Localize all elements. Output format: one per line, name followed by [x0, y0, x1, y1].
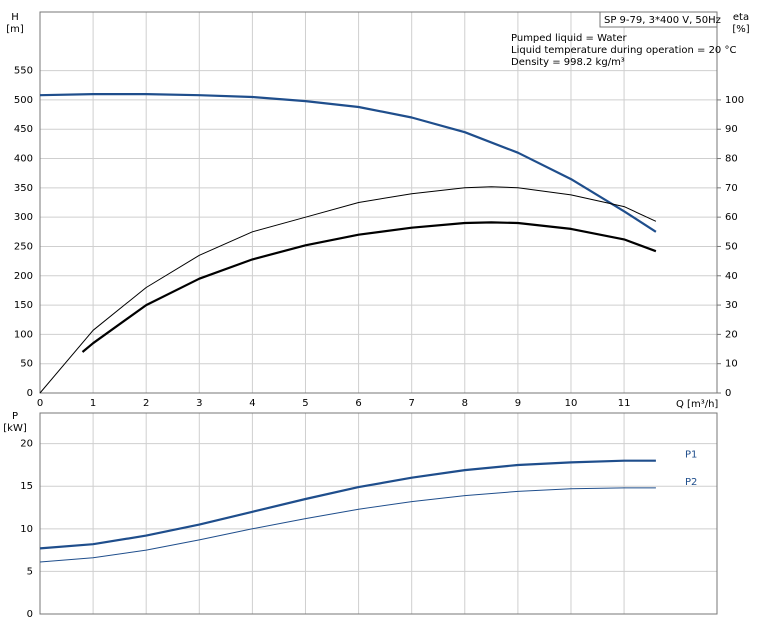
- y2-tick-label: 30: [725, 300, 738, 311]
- y2-tick-label: 60: [725, 212, 738, 223]
- x-tick-label: 11: [618, 398, 631, 409]
- x-tick-label: 0: [37, 398, 43, 409]
- curve: [39, 459, 656, 550]
- x-tick-label: 7: [408, 398, 414, 409]
- y-tick-label: 550: [14, 66, 33, 77]
- x-label: Q [m³/h]: [676, 399, 718, 410]
- y-label: P: [12, 411, 18, 422]
- y2-tick-label: 70: [725, 183, 738, 194]
- curve: [81, 221, 657, 353]
- y2-label: eta: [733, 12, 749, 23]
- y2-tick-label: 50: [725, 241, 738, 252]
- x-tick-label: 8: [462, 398, 468, 409]
- y2-tick-label: 10: [725, 359, 738, 370]
- y-tick-label: 450: [14, 124, 33, 135]
- y2-tick-label: 0: [725, 388, 731, 399]
- x-tick-label: 3: [196, 398, 202, 409]
- y-unit: [kW]: [3, 423, 27, 434]
- annotation: Density = 998.2 kg/m³: [511, 57, 625, 68]
- x-tick-label: 1: [90, 398, 96, 409]
- y-tick-label: 400: [14, 154, 33, 165]
- x-tick-label: 9: [515, 398, 521, 409]
- y-tick-label: 350: [14, 183, 33, 194]
- y-tick-label: 500: [14, 95, 33, 106]
- legend-label: P2: [685, 477, 697, 488]
- legend-label: P1: [685, 450, 697, 461]
- bottom-frame: [39, 412, 718, 615]
- curve: [39, 93, 657, 233]
- top-frame: [39, 11, 718, 394]
- y-tick-label: 300: [14, 212, 33, 223]
- y-tick-label: 10: [20, 524, 33, 535]
- curve: [39, 186, 657, 394]
- y2-tick-label: 100: [725, 95, 744, 106]
- y2-tick-label: 80: [725, 154, 738, 165]
- y-tick-label: 200: [14, 271, 33, 282]
- x-tick-label: 4: [249, 398, 255, 409]
- y2-tick-label: 20: [725, 329, 738, 340]
- annotation: Liquid temperature during operation = 20…: [511, 45, 736, 56]
- x-tick-label: 5: [302, 398, 308, 409]
- y-tick-label: 100: [14, 329, 33, 340]
- x-tick-label: 10: [565, 398, 578, 409]
- y-label: H: [11, 12, 19, 23]
- y-tick-label: 150: [14, 300, 33, 311]
- y-tick-label: 0: [27, 609, 33, 620]
- annotation: Pumped liquid = Water: [511, 33, 628, 44]
- y-tick-label: 50: [20, 359, 33, 370]
- label-box: [599, 11, 718, 28]
- y2-tick-label: 90: [725, 124, 738, 135]
- x-tick-label: 6: [355, 398, 361, 409]
- y-unit: [m]: [6, 24, 24, 35]
- curve: [39, 487, 656, 563]
- box-label: SP 9-79, 3*400 V, 50Hz: [604, 15, 721, 26]
- y-tick-label: 5: [27, 566, 33, 577]
- y-tick-label: 15: [20, 481, 33, 492]
- y-tick-label: 0: [27, 388, 33, 399]
- y2-unit: [%]: [732, 24, 749, 35]
- y-tick-label: 20: [20, 439, 33, 450]
- x-tick-label: 2: [143, 398, 149, 409]
- y-tick-label: 250: [14, 241, 33, 252]
- y2-tick-label: 40: [725, 271, 738, 282]
